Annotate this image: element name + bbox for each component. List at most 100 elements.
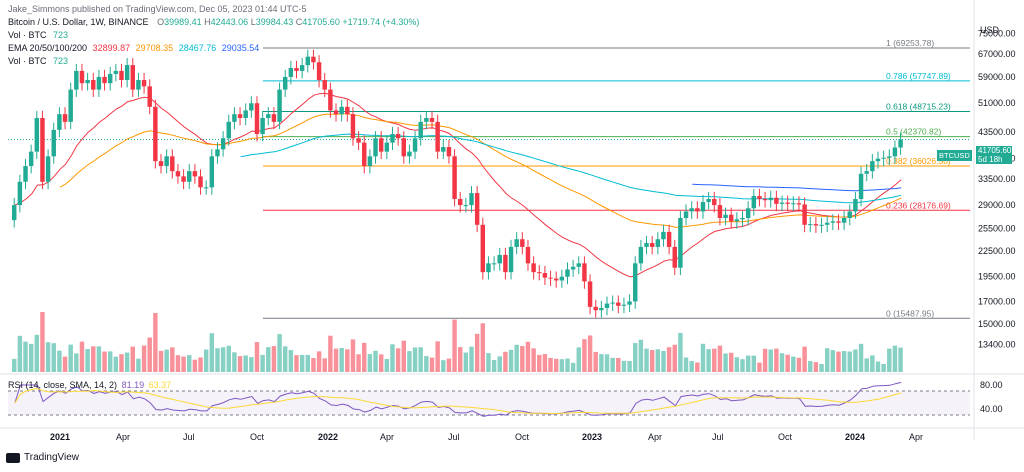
y-tick-label: 51000.00: [978, 98, 1016, 108]
candle-body: [446, 147, 452, 157]
volume-bar: [429, 357, 435, 372]
volume-bar: [395, 348, 401, 372]
volume-bar: [362, 342, 367, 372]
candle-body: [858, 173, 864, 199]
candle-body: [424, 117, 429, 122]
candle-body: [350, 114, 356, 139]
volume-bar: [887, 348, 892, 372]
rsi-legend[interactable]: RSI (14, close, SMA, 14, 2) 81.19 63.37: [8, 380, 171, 390]
volume-bar: [378, 354, 384, 372]
volume-bar: [215, 348, 220, 372]
bar-countdown: 5d 18h: [978, 155, 1003, 164]
candle-body: [836, 221, 841, 223]
volume-bar: [424, 356, 429, 372]
volume-bar: [102, 351, 107, 372]
candle-body: [192, 171, 198, 177]
volume-bar: [655, 349, 661, 372]
volume-bar: [181, 356, 186, 372]
candle-body: [644, 243, 649, 247]
fib-label: 1 (69253.78): [886, 38, 934, 48]
candle-body: [17, 181, 23, 206]
candle-body: [808, 224, 813, 226]
y-tick-label: 67000.00: [978, 49, 1016, 59]
ohlc-close-label: C: [295, 17, 303, 27]
candle-body: [717, 205, 723, 218]
volume-bar: [79, 341, 85, 372]
footer-brand[interactable]: TradingView: [6, 452, 79, 463]
volume-bar: [802, 346, 807, 372]
volume-bar: [644, 348, 649, 372]
volume-bar: [401, 340, 406, 372]
volume-bar: [316, 351, 322, 372]
volume-bar: [785, 354, 790, 372]
volume-bar: [847, 351, 852, 372]
volume-bar: [858, 343, 864, 372]
y-tick-label: 75000.00: [978, 29, 1016, 39]
volume-bar: [209, 333, 215, 372]
volume-bar: [898, 347, 903, 372]
volume-bar: [593, 351, 598, 372]
volume-bar: [565, 358, 570, 372]
candle-body: [661, 231, 666, 240]
currency-label[interactable]: USD: [980, 25, 1000, 35]
candle-body: [209, 156, 215, 188]
legend-ema[interactable]: EMA 20/50/100/200 32899.87 29708.35 2846…: [8, 43, 259, 53]
candle-body: [751, 196, 757, 209]
volume-bar: [232, 352, 237, 372]
candle-body: [695, 208, 700, 212]
volume-bar: [740, 359, 745, 372]
candle-body: [226, 121, 231, 139]
y-tick-label: 17000.00: [978, 296, 1016, 306]
volume-bar: [254, 342, 260, 372]
candle-body: [170, 156, 175, 172]
volume-bar: [633, 343, 638, 372]
volume-bar: [537, 354, 542, 372]
attribution-text: Jake_Simmons published on TradingView.co…: [8, 4, 307, 14]
candle-body: [147, 86, 152, 107]
fib-label: 0 (15487.95): [886, 308, 934, 318]
candle-body: [768, 197, 773, 201]
x-tick-label: Jul: [712, 432, 724, 442]
candle-body: [62, 114, 68, 122]
volume-bar: [119, 354, 124, 372]
candle-body: [153, 106, 158, 162]
volume-bar: [311, 357, 316, 372]
candle-body: [187, 171, 192, 182]
candle-body: [847, 211, 852, 218]
candle-body: [333, 110, 339, 115]
legend-volume[interactable]: Vol · BTC 723: [8, 30, 68, 40]
candle-body: [875, 158, 881, 162]
ema20-value: 32899.87: [92, 43, 131, 53]
volume-bar: [328, 335, 333, 372]
fib-label: 0.5 (42370.82): [886, 127, 941, 137]
legend-volume-2[interactable]: Vol · BTC 723: [8, 56, 68, 66]
candle-body: [294, 67, 299, 71]
candle-body: [740, 217, 745, 220]
volume-bar: [525, 341, 531, 372]
ema200-value: 29035.54: [221, 43, 260, 53]
candle-body: [881, 157, 886, 159]
candle-body: [587, 281, 593, 307]
volume-bar: [621, 360, 627, 372]
x-tick-label: 2021: [50, 432, 70, 442]
volume-bar: [45, 342, 51, 372]
rsi-line: [14, 381, 902, 417]
ema100-line: [240, 133, 902, 204]
candle-body: [480, 224, 486, 273]
volume-bar: [491, 360, 497, 372]
volume-bar: [779, 353, 785, 372]
volume-bar: [813, 362, 819, 372]
volume-bar: [666, 347, 672, 372]
candle-body: [576, 263, 582, 267]
volume-bar: [40, 312, 45, 372]
candle-body: [491, 263, 497, 265]
candle-body: [887, 156, 892, 158]
volume-bar: [599, 354, 604, 372]
volume-bar: [514, 344, 519, 372]
y-tick-label: 22500.00: [978, 246, 1016, 256]
x-tick-label: Apr: [116, 432, 130, 442]
candle-body: [785, 202, 790, 204]
volume-bar: [503, 351, 508, 372]
